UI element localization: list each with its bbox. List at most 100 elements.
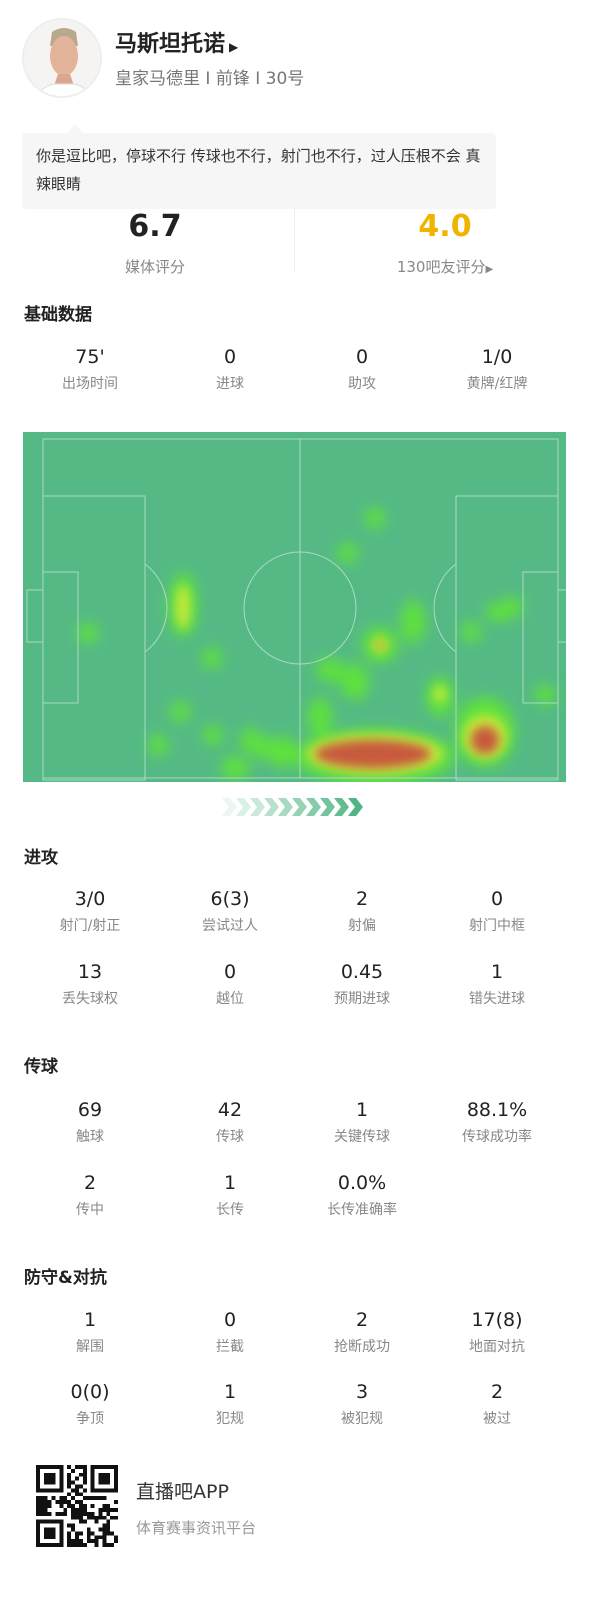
stat-attack: 0 越位 — [155, 960, 305, 1008]
stat-label: 抢断成功 — [334, 1339, 390, 1355]
stat-defense: 2 被过 — [422, 1380, 572, 1428]
heat-blob — [78, 623, 98, 643]
heat-blob — [148, 735, 168, 755]
heat-blob — [401, 600, 425, 644]
stat-passing: 69 触球 — [15, 1098, 165, 1146]
chevron-right-icon — [250, 798, 265, 816]
chevron-right-icon — [278, 798, 293, 816]
stat-attack: 13 丢失球权 — [15, 960, 165, 1008]
heat-blob — [461, 622, 481, 642]
stat-value: 1 — [490, 961, 504, 983]
media-rating: 6.7 媒体评分 — [10, 208, 300, 277]
stat-defense: 1 犯规 — [155, 1380, 305, 1428]
stat-attack: 0 射门中框 — [422, 887, 572, 935]
stat-value: 42 — [217, 1099, 243, 1121]
heat-blob — [471, 726, 499, 754]
stat-defense: 0 拦截 — [155, 1308, 305, 1356]
heat-blob — [315, 740, 431, 768]
chevron-right-icon — [334, 798, 349, 816]
stat-label: 丢失球权 — [62, 991, 118, 1007]
fan-rating-label: 130吧友评分 — [396, 258, 486, 276]
heat-high — [315, 642, 499, 768]
heat-blob — [202, 648, 222, 668]
section-title-passing: 传球 — [24, 1057, 58, 1077]
stat-label: 拦截 — [216, 1339, 244, 1355]
stat-value: 3/0 — [74, 888, 106, 910]
fan-rating[interactable]: 4.0 130吧友评分▶ — [300, 208, 590, 277]
media-rating-label: 媒体评分 — [124, 258, 185, 276]
player-photo-icon — [24, 20, 100, 96]
stat-passing: 2 传中 — [15, 1171, 165, 1219]
app-tagline: 体育赛事资讯平台 — [136, 1519, 257, 1537]
stat-value: 0(0) — [70, 1381, 110, 1403]
attack-direction-arrows-icon — [222, 798, 363, 816]
player-team-position: 皇家马德里 I 前锋 I 30号 — [115, 69, 305, 89]
section-title-basic: 基础数据 — [24, 305, 92, 325]
stat-label: 被过 — [483, 1411, 511, 1427]
stat-label: 射偏 — [348, 918, 376, 934]
stat-basic: 75' 出场时间 — [15, 345, 165, 393]
heat-blob — [338, 543, 358, 563]
stat-label: 进球 — [216, 376, 244, 392]
player-name-link[interactable]: 马斯坦托诺 ▶ — [115, 26, 238, 58]
section-title-attack: 进攻 — [24, 848, 58, 868]
player-name: 马斯坦托诺 — [115, 32, 226, 57]
heat-blob — [170, 702, 190, 722]
qr-code-icon[interactable] — [35, 1465, 119, 1547]
stat-label: 触球 — [76, 1129, 104, 1145]
section-title-defense: 防守&对抗 — [24, 1268, 107, 1288]
stat-value: 2 — [490, 1381, 504, 1403]
stat-value: 2 — [355, 888, 369, 910]
stat-value: 0.45 — [340, 961, 384, 983]
stat-value: 13 — [77, 961, 103, 983]
stat-defense: 3 被犯规 — [287, 1380, 437, 1428]
stat-value: 1 — [223, 1381, 237, 1403]
stat-basic: 1/0 黄牌/红牌 — [422, 345, 572, 393]
heat-blob — [308, 697, 332, 737]
stat-label: 助攻 — [348, 376, 376, 392]
stat-label: 预期进球 — [334, 991, 390, 1007]
stat-attack: 2 射偏 — [287, 887, 437, 935]
stat-label: 黄牌/红牌 — [466, 376, 528, 392]
heat-blob — [503, 597, 523, 617]
stat-defense: 17(8) 地面对抗 — [422, 1308, 572, 1356]
stat-label: 越位 — [216, 991, 244, 1007]
heat-blob — [341, 664, 369, 700]
stat-attack: 1 错失进球 — [422, 960, 572, 1008]
stat-defense: 0(0) 争顶 — [15, 1380, 165, 1428]
stat-value: 3 — [355, 1381, 369, 1403]
user-comment: 你是逗比吧，停球不行 传球也不行，射门也不行，过人压根不会 真辣眼睛 — [22, 125, 496, 209]
stat-value: 1 — [223, 1172, 237, 1194]
heat-blob — [253, 736, 273, 760]
heat-blob — [434, 686, 446, 702]
stat-label: 射门/射正 — [59, 918, 121, 934]
caret-right-icon: ▶ — [485, 264, 494, 275]
chevron-right-icon — [236, 798, 251, 816]
stat-value: 17(8) — [471, 1309, 523, 1331]
stat-value: 1 — [83, 1309, 97, 1331]
stat-passing: 1 长传 — [155, 1171, 305, 1219]
chevron-right-icon — [320, 798, 335, 816]
stat-value: 0 — [355, 346, 369, 368]
media-rating-value: 6.7 — [128, 209, 182, 244]
stat-passing: 88.1% 传球成功率 — [422, 1098, 572, 1146]
chevron-right-icon — [348, 798, 363, 816]
stat-passing: 42 传球 — [155, 1098, 305, 1146]
divider — [294, 208, 295, 272]
player-avatar[interactable] — [22, 18, 102, 98]
stat-label: 错失进球 — [469, 991, 525, 1007]
stat-label: 被犯规 — [341, 1411, 383, 1427]
stat-label: 犯规 — [216, 1411, 244, 1427]
chevron-right-icon — [306, 798, 321, 816]
app-name: 直播吧APP — [136, 1481, 229, 1503]
fan-rating-value: 4.0 — [418, 209, 472, 244]
pitch-lines — [26, 438, 566, 781]
stat-attack: 0.45 预期进球 — [287, 960, 437, 1008]
heat-blob — [176, 585, 190, 629]
stat-basic: 0 助攻 — [287, 345, 437, 393]
stat-label: 长传 — [216, 1202, 244, 1218]
chevron-right-icon — [292, 798, 307, 816]
stat-label: 争顶 — [76, 1411, 104, 1427]
stat-label: 地面对抗 — [469, 1339, 525, 1355]
heat-blob — [316, 658, 344, 682]
